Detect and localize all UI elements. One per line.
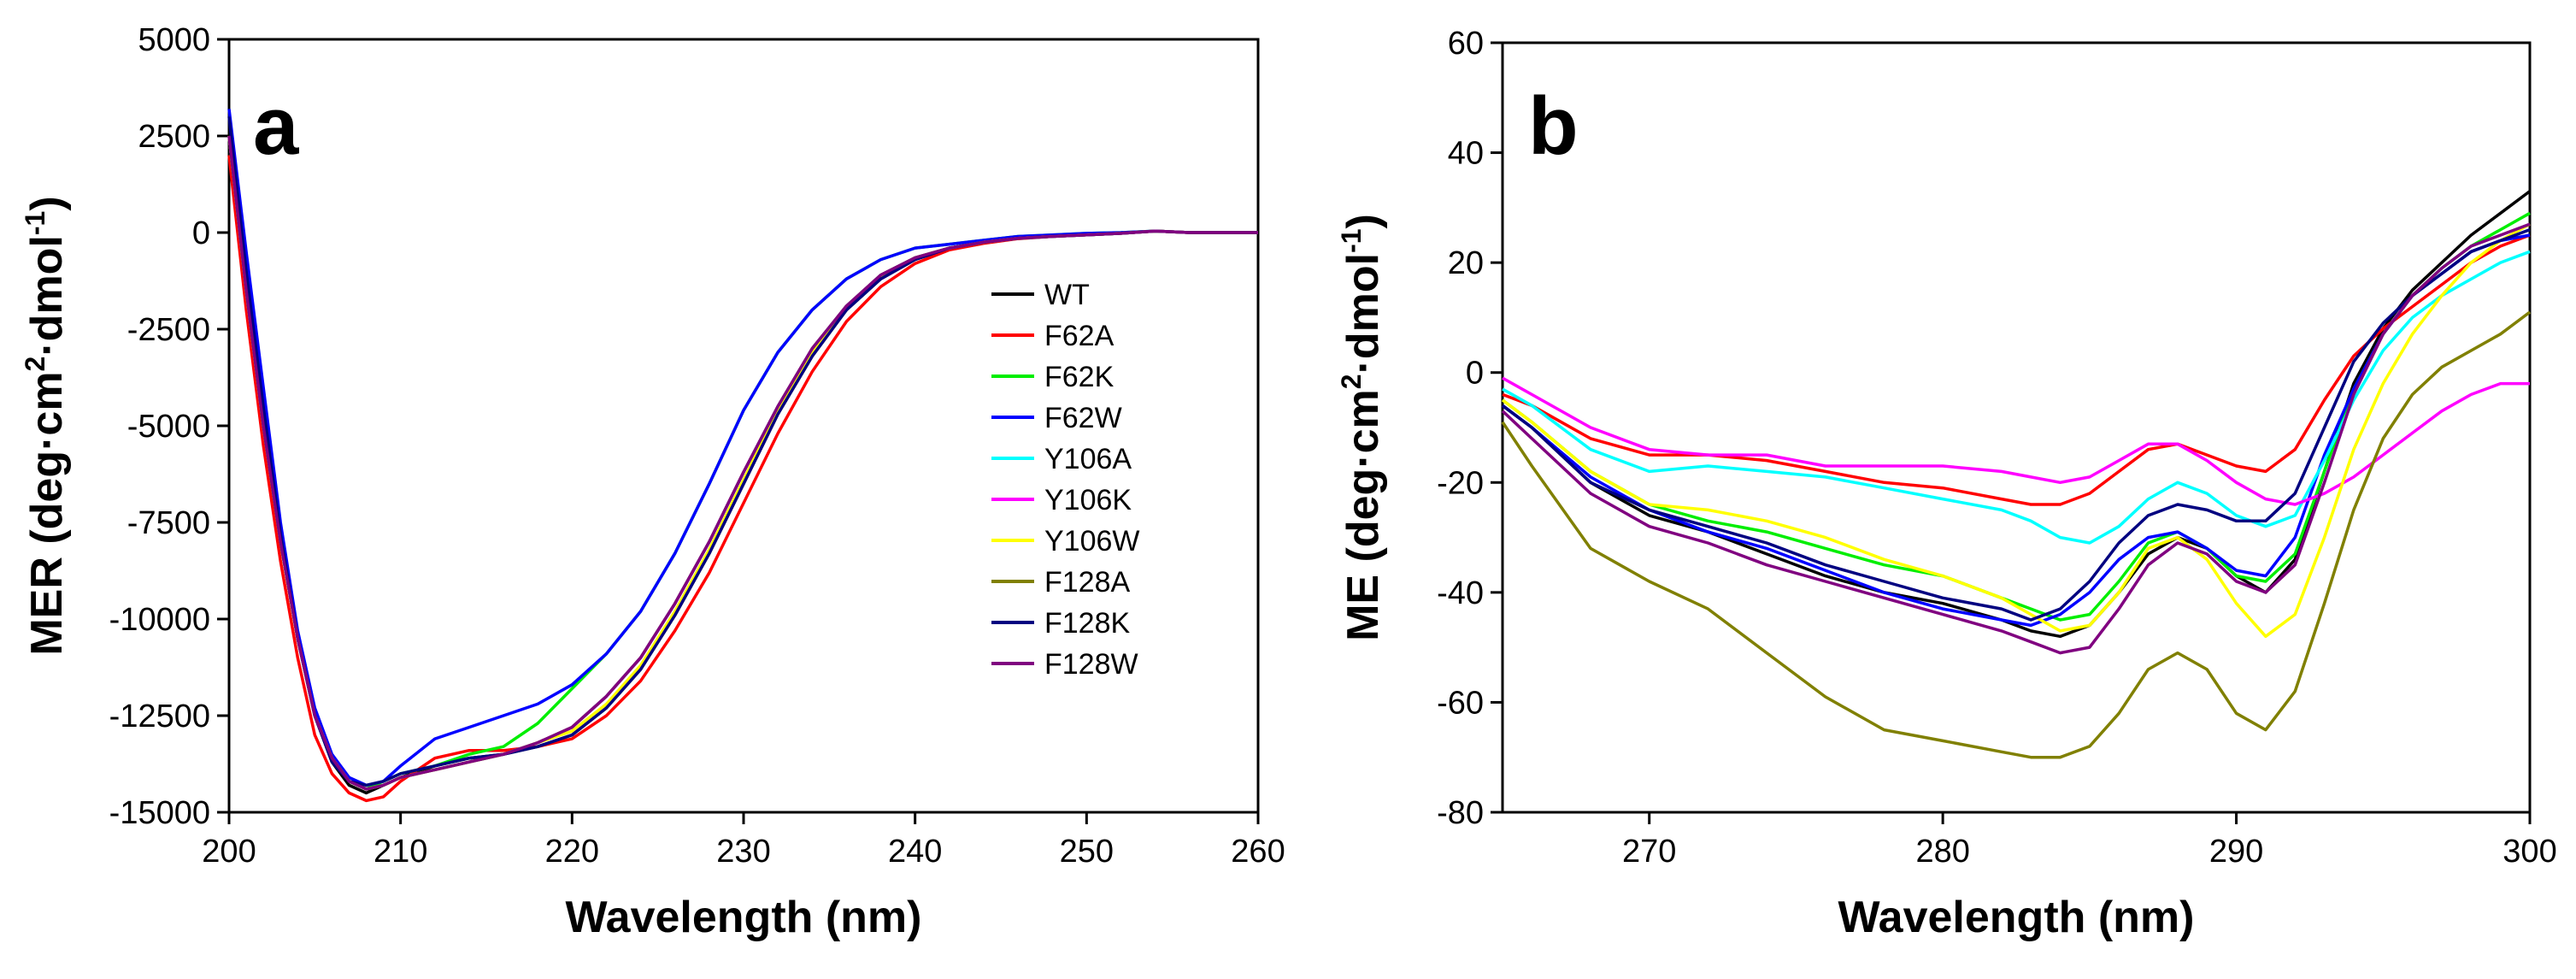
y-axis-label-part: ·dmol <box>22 235 72 357</box>
x-tick-label-a: 250 <box>1060 834 1114 870</box>
y-tick-label-a: 0 <box>192 215 210 251</box>
legend-label-wt: WT <box>1044 279 1090 311</box>
y-tick-label-b: -80 <box>1437 795 1484 831</box>
legend-label-f62a: F62A <box>1044 320 1115 352</box>
y-axis-label-superscript: -1 <box>20 211 50 235</box>
y-tick-label-a: 5000 <box>138 22 210 58</box>
x-tick-label-b: 290 <box>2209 834 2263 870</box>
x-tick-label-a: 210 <box>373 834 427 870</box>
y-tick-label-b: -20 <box>1437 465 1484 501</box>
legend-label-f128w: F128W <box>1044 648 1138 681</box>
y-tick-label-b: 60 <box>1448 26 1484 62</box>
series-line-b-wt <box>1501 190 2532 639</box>
chart-panel-b: 60 40 20 0 -20 -40 -60 -80 270 280 290 300 b Waveleng… <box>1336 26 2557 942</box>
y-axis-label-superscript: 2 <box>1336 374 1367 389</box>
x-tick-label-b: 270 <box>1622 834 1676 870</box>
series-line-b-f128a <box>1501 310 2532 759</box>
panel-label-a: a <box>253 80 299 172</box>
y-tick-label-b: 20 <box>1448 245 1484 281</box>
y-tick-label-a: -7500 <box>127 505 210 541</box>
y-axis-label-part: ) <box>22 196 72 210</box>
y-tick-label-b: -40 <box>1437 575 1484 611</box>
series-line-b-y106w <box>1501 222 2531 639</box>
legend-label-y106w: Y106W <box>1044 525 1140 557</box>
y-axis-label-b: ME (deg·cm2·dmol-1) <box>1336 214 1388 641</box>
series-line-a-f62w <box>227 109 1258 787</box>
x-tick-label-a: 230 <box>716 834 770 870</box>
series-line-b-y106a <box>1502 250 2531 545</box>
y-axis-label-part: MER (deg·cm <box>22 371 72 655</box>
y-tick-label-a: -12500 <box>109 699 210 734</box>
y-tick-label-a: -15000 <box>109 795 210 831</box>
y-tick-label-a: -2500 <box>127 312 210 348</box>
y-axis-label-part: ) <box>1338 214 1388 228</box>
series-line-b-f62a <box>1502 233 2531 506</box>
y-axis-label-part: ·dmol <box>1338 253 1388 374</box>
series-line-b-f62w <box>1501 233 2531 628</box>
series-line-b-f62k <box>1501 211 2531 622</box>
legend-label-y106a: Y106A <box>1044 443 1132 475</box>
y-tick-label-a: 2500 <box>138 119 210 155</box>
legend-label-f128a: F128A <box>1044 566 1130 599</box>
x-tick-label-a: 200 <box>202 834 256 870</box>
legend-label-y106k: Y106K <box>1044 484 1132 516</box>
y-tick-label-b: -60 <box>1437 685 1484 721</box>
legend-label-f128k: F128K <box>1044 607 1130 640</box>
x-axis-label-a: Wavelength (nm) <box>566 893 922 942</box>
x-axis-label-b: Wavelength (nm) <box>1838 893 2195 942</box>
chart-panel-a: 5000 2500 0 -2500 -5000 -7500 -10000 -12500 -150… <box>20 22 1285 942</box>
legend-label-f62k: F62K <box>1044 361 1115 393</box>
legend: WT F62A F62K F62W Y106A Y106K Y106W F128A F128K F… <box>991 279 1140 681</box>
series-line-b-f128k <box>1501 227 2531 622</box>
y-axis-label-superscript: -1 <box>1336 228 1367 252</box>
y-axis-label-part: ME (deg·cm <box>1338 389 1388 641</box>
panel-label-b: b <box>1528 80 1579 172</box>
y-tick-label-a: -5000 <box>127 409 210 445</box>
y-tick-label-a: -10000 <box>109 602 210 638</box>
y-axis-label-superscript: 2 <box>20 357 50 372</box>
y-tick-label-b: 40 <box>1448 136 1484 172</box>
legend-label-f62w: F62W <box>1044 402 1122 434</box>
x-tick-label-b: 300 <box>2502 834 2556 870</box>
series-line-a-f128w <box>227 135 1258 791</box>
series-line-b-f128w <box>1501 222 2531 655</box>
x-tick-label-b: 280 <box>1915 834 1969 870</box>
y-axis-label-a: MER (deg·cm2·dmol-1) <box>20 196 72 655</box>
series-line-b-y106k <box>1502 376 2530 506</box>
plot-frame-b <box>1501 41 2532 814</box>
x-tick-label-a: 260 <box>1231 834 1285 870</box>
x-tick-label-a: 220 <box>545 834 599 870</box>
y-tick-label-b: 0 <box>1466 356 1484 392</box>
x-tick-label-a: 240 <box>888 834 942 870</box>
